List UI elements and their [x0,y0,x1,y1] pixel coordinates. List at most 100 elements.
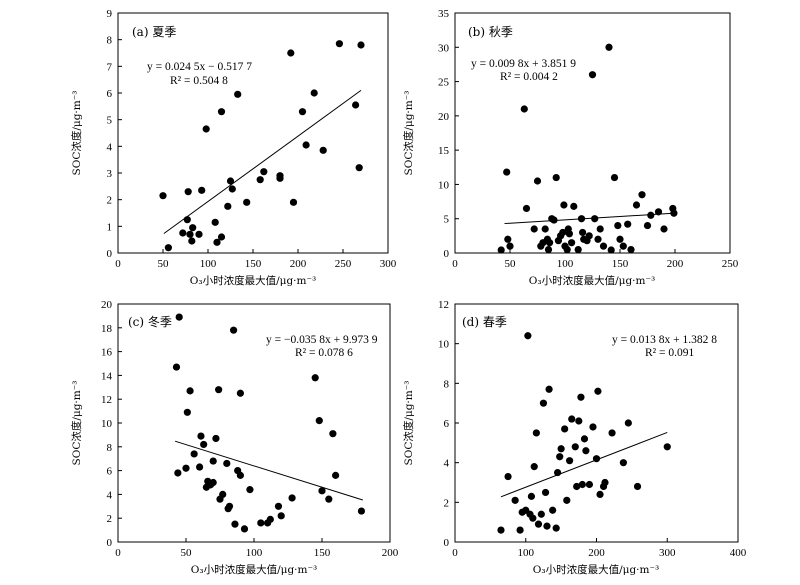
data-point [596,490,604,498]
data-point [559,228,567,237]
data-point [577,393,585,401]
y-axis-label: SOC浓度/μg·m⁻³ [402,91,415,176]
data-point [504,235,512,243]
data-point [585,232,593,240]
data-point [557,445,565,453]
data-point [260,168,268,176]
y-tick-label: 5 [107,115,113,127]
y-tick-label: 0 [444,248,450,260]
data-point [236,471,244,479]
data-point [497,246,505,254]
panel-title: (c) 冬季 [128,314,172,329]
fit-r-squared: R² = 0.091 [645,347,694,359]
data-point [228,185,236,193]
data-point [550,216,558,224]
trend-line [504,212,676,225]
x-tick-label: 300 [659,547,676,559]
data-point [563,496,571,504]
data-point [577,215,586,223]
data-point [215,386,223,394]
y-tick-label: 8 [107,442,113,454]
fit-equation: y = 0.013 8x + 1.382 8 [612,334,717,346]
data-point [616,235,624,243]
data-point [315,417,323,425]
x-tick-label: 250 [722,258,739,270]
y-tick-label: 20 [101,299,113,311]
panel-title: (a) 夏季 [132,25,176,39]
data-point [190,450,198,458]
data-point [311,374,319,382]
data-point [624,220,632,228]
data-point [186,230,194,238]
y-tick-label: 8 [107,35,113,47]
data-point [196,463,204,471]
data-point [605,43,613,51]
y-tick-label: 5 [444,214,450,226]
plot-frame [454,12,731,254]
data-point [571,443,579,451]
data-point [217,233,226,241]
data-point [670,209,678,217]
trend-line [500,431,668,498]
data-point [534,520,543,528]
y-tick-label: 4 [107,489,113,501]
y-tick-label: 35 [438,8,450,20]
data-point [566,457,574,465]
data-point [591,215,599,223]
y-tick-label: 10 [438,339,450,351]
data-point [355,164,363,172]
data-point [219,490,227,498]
data-point [234,90,242,98]
data-point [533,177,542,185]
y-tick-label: 18 [101,323,113,335]
data-point [211,218,219,226]
data-point [318,487,326,495]
data-point [288,494,296,502]
fit-r-squared: R² = 0.504 8 [170,75,228,87]
data-point [553,468,562,477]
x-tick-label: 250 [335,258,352,270]
y-tick-label: 2 [107,513,113,525]
trend-line [174,440,363,501]
data-point [574,245,582,254]
y-tick-label: 8 [444,378,450,390]
data-point [503,168,511,176]
data-point [545,385,553,393]
data-point [226,177,235,185]
y-tick-label: 14 [101,370,113,382]
data-point [209,478,217,487]
panel-winter: (c) 冬季 y = −0.035 8x + 9.973 9 R² = 0.07… [70,299,399,576]
data-point [527,492,536,500]
data-point [225,502,234,510]
data-point [560,201,568,209]
data-point [230,326,238,334]
data-point [298,108,307,116]
data-point [335,40,343,48]
data-point [274,502,283,510]
data-point [565,230,574,238]
data-point [607,246,615,254]
data-point [195,230,203,238]
y-tick-label: 10 [101,418,113,430]
data-point [212,434,220,443]
data-point [546,239,554,247]
x-tick-label: 0 [452,547,458,559]
data-point [563,245,571,254]
data-point [660,225,668,233]
data-point [568,239,576,247]
data-point [592,455,601,463]
x-tick-label: 100 [557,258,574,270]
x-axis-label: O₃小时浓度最大值/μg·m⁻³ [191,563,317,576]
data-point [541,225,549,233]
y-tick-label: 0 [107,537,113,549]
y-tick-label: 16 [101,347,113,359]
y-tick-label: 6 [107,88,113,100]
data-point [575,417,583,425]
data-point [231,520,239,528]
y-tick-label: 1 [107,221,113,233]
data-point [552,524,560,532]
data-point [223,459,231,468]
y-tick-label: 0 [107,248,113,260]
data-point [532,429,540,437]
data-point [588,71,597,79]
